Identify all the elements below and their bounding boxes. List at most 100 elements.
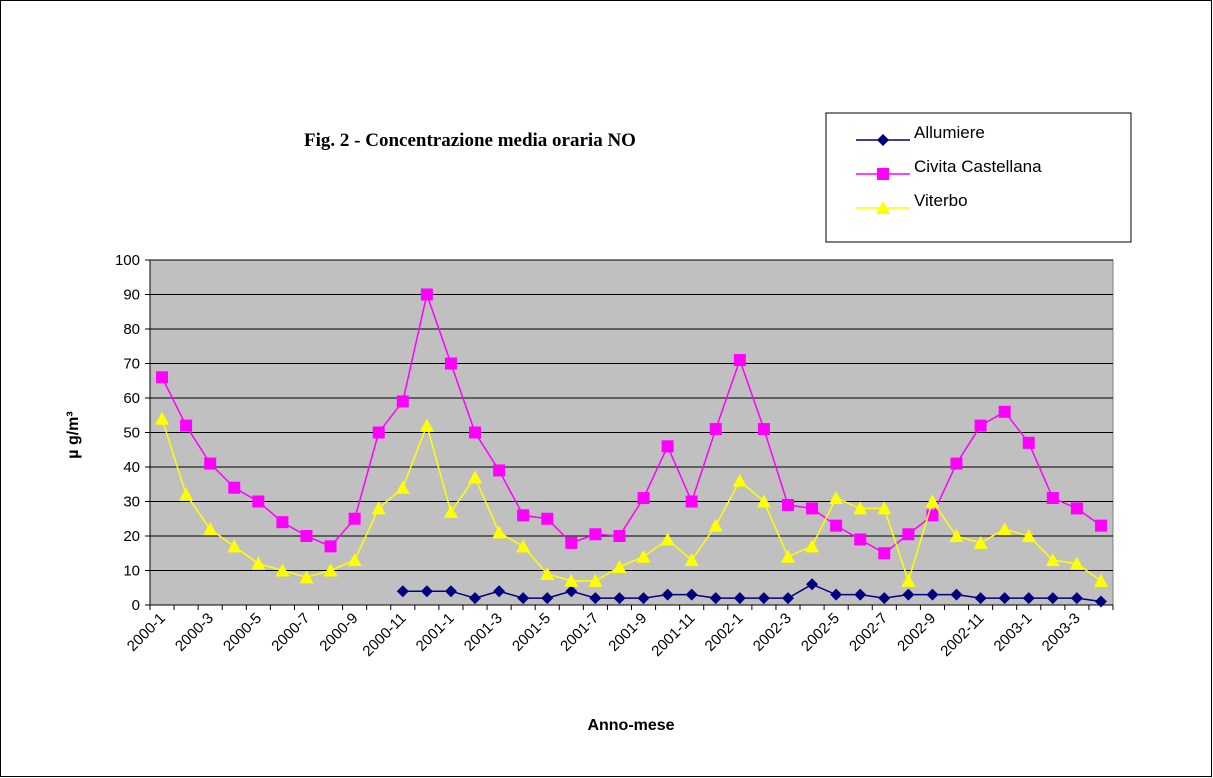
marker (469, 592, 482, 605)
marker (396, 395, 409, 408)
marker (444, 357, 457, 370)
marker (1046, 492, 1059, 505)
marker (998, 592, 1011, 605)
marker (396, 585, 409, 598)
legend-marker (876, 201, 890, 214)
y-tick-label: 40 (123, 459, 140, 476)
marker (661, 440, 674, 453)
legend-marker (877, 168, 889, 180)
marker (684, 553, 699, 567)
y-axis-label: µ g/m³ (65, 411, 82, 458)
y-tick-label: 20 (123, 528, 140, 545)
marker (732, 473, 747, 487)
marker (950, 588, 963, 601)
marker (589, 528, 602, 541)
marker (180, 419, 193, 432)
marker (228, 481, 241, 494)
marker (179, 487, 194, 501)
marker (371, 501, 386, 515)
marker (565, 585, 578, 598)
legend-label: Viterbo (914, 191, 968, 210)
marker (323, 563, 338, 577)
marker (974, 419, 987, 432)
marker (830, 588, 843, 601)
marker (203, 522, 218, 536)
marker (637, 592, 650, 605)
marker (493, 585, 506, 598)
marker (299, 570, 314, 584)
marker (878, 592, 891, 605)
marker (155, 411, 170, 425)
series-line (161, 291, 1102, 555)
marker (1022, 592, 1035, 605)
marker (661, 588, 674, 601)
marker (1021, 529, 1036, 542)
marker (756, 494, 771, 508)
series-line (161, 418, 1102, 584)
chart-title: Fig. 2 - Concentrazione media oraria NO (304, 130, 636, 151)
marker (660, 532, 675, 546)
marker (950, 457, 963, 470)
marker (709, 423, 722, 436)
marker (974, 592, 987, 605)
marker (347, 553, 362, 567)
marker (1022, 436, 1035, 449)
marker (251, 556, 266, 570)
y-tick-label: 80 (123, 321, 140, 338)
marker (806, 578, 819, 591)
marker (395, 480, 410, 494)
marker (589, 592, 602, 605)
marker (733, 354, 746, 367)
marker (998, 405, 1011, 418)
marker (1070, 592, 1083, 605)
marker (709, 592, 722, 605)
marker (252, 495, 265, 508)
marker (781, 498, 794, 511)
marker (757, 592, 770, 605)
marker (564, 573, 579, 587)
marker (636, 549, 651, 563)
marker (733, 592, 746, 605)
y-tick-label: 50 (123, 425, 140, 442)
marker (516, 539, 531, 553)
marker (1045, 553, 1060, 567)
marker (949, 529, 964, 542)
marker (781, 592, 794, 605)
marker (1094, 595, 1107, 608)
marker (806, 502, 819, 515)
marker (300, 530, 313, 542)
marker (469, 426, 482, 439)
marker (1069, 556, 1084, 570)
marker (613, 592, 626, 605)
marker (853, 501, 868, 515)
marker (372, 426, 385, 439)
marker (926, 588, 939, 601)
y-tick-label: 30 (123, 494, 140, 511)
marker (829, 491, 844, 505)
marker (685, 495, 698, 508)
marker (877, 501, 892, 515)
marker (1094, 519, 1107, 532)
marker (588, 573, 603, 587)
marker (276, 516, 289, 529)
y-tick-label: 100 (115, 252, 140, 269)
marker (685, 588, 698, 601)
marker (830, 519, 843, 532)
marker (854, 588, 867, 601)
marker (997, 522, 1012, 536)
marker (902, 528, 915, 541)
marker (493, 464, 506, 477)
marker (540, 566, 555, 580)
marker (854, 533, 867, 546)
marker (275, 563, 290, 577)
marker (613, 530, 626, 542)
marker (1046, 592, 1059, 605)
y-tick-label: 60 (123, 390, 140, 407)
marker (612, 560, 627, 574)
marker (444, 585, 457, 598)
marker (902, 588, 915, 601)
marker (541, 592, 554, 605)
legend-marker (877, 134, 889, 146)
y-tick-label: 0 (132, 597, 140, 614)
marker (1093, 573, 1108, 587)
